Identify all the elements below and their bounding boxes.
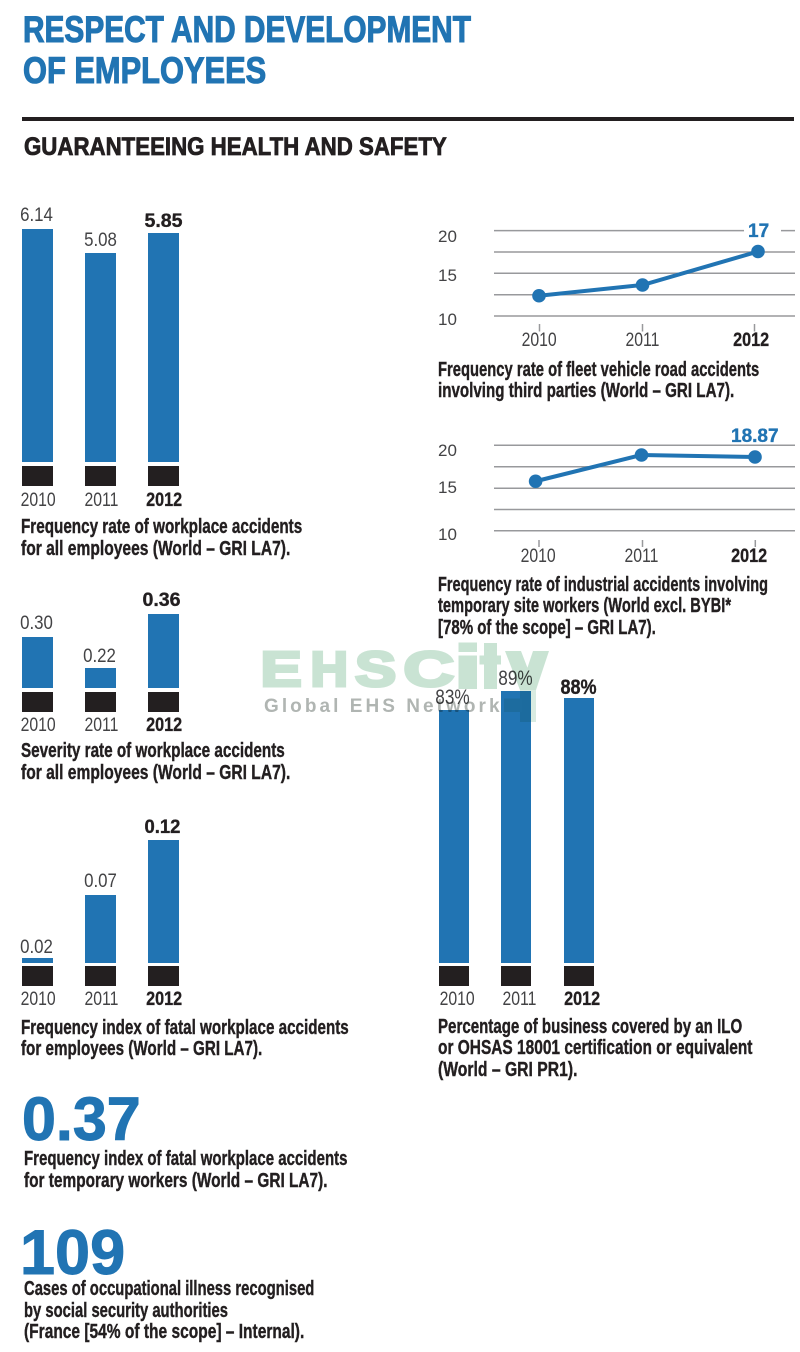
svg-text:S: S [355,642,396,697]
svg-text:Global EHS Network: Global EHS Network [264,696,503,717]
svg-text:E: E [261,642,302,697]
svg-text:H: H [311,641,349,696]
svg-text:C: C [404,641,455,696]
